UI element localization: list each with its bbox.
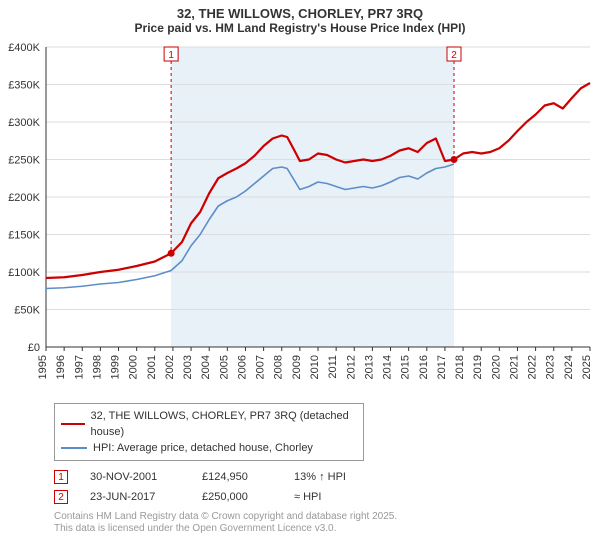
y-tick-label: £0 [28, 342, 40, 354]
legend-item-price-paid: 32, THE WILLOWS, CHORLEY, PR7 3RQ (detac… [61, 408, 357, 440]
x-tick-label: 2018 [454, 355, 466, 379]
x-tick-label: 2007 [255, 355, 267, 379]
y-tick-label: £300K [8, 117, 40, 129]
x-tick-label: 2015 [400, 355, 412, 379]
x-tick-label: 2022 [527, 355, 539, 379]
sale-hpi: ≈ HPI [294, 491, 384, 503]
chart-title: 32, THE WILLOWS, CHORLEY, PR7 3RQ [0, 6, 600, 21]
sale-marker-icon: 1 [54, 470, 68, 484]
sale-date: 30-NOV-2001 [90, 471, 180, 483]
x-tick-label: 2019 [472, 355, 484, 379]
x-tick-label: 2006 [236, 355, 248, 379]
x-tick-label: 2023 [545, 355, 557, 379]
x-tick-label: 2025 [581, 355, 593, 379]
marker-number: 1 [168, 50, 174, 61]
legend: 32, THE WILLOWS, CHORLEY, PR7 3RQ (detac… [54, 403, 364, 461]
legend-label: 32, THE WILLOWS, CHORLEY, PR7 3RQ (detac… [91, 408, 358, 440]
legend-swatch-icon [61, 423, 85, 426]
line-chart: £0 £50K £100K £150K £200K £250K £300K £350K £400… [0, 37, 600, 397]
y-tick-label: £250K [8, 155, 40, 167]
y-tick-label: £200K [8, 192, 40, 204]
x-tick-label: 2021 [508, 355, 520, 379]
y-tick-label: £150K [8, 230, 40, 242]
copyright-line: Contains HM Land Registry data © Crown c… [54, 511, 592, 523]
x-tick-label: 2014 [382, 355, 394, 379]
x-tick-label: 2002 [164, 355, 176, 379]
marker-dot-icon [168, 250, 175, 257]
chart-subtitle: Price paid vs. HM Land Registry's House … [0, 21, 600, 35]
legend-item-hpi: HPI: Average price, detached house, Chor… [61, 440, 357, 456]
sale-date: 23-JUN-2017 [90, 491, 180, 503]
x-tick-label: 2009 [291, 355, 303, 379]
legend-swatch-icon [61, 447, 87, 449]
sale-price: £124,950 [202, 471, 272, 483]
x-tick-label: 1995 [37, 355, 49, 379]
y-tick-label: £350K [8, 80, 40, 92]
x-tick-label: 2024 [563, 355, 575, 379]
sale-row: 1 30-NOV-2001 £124,950 13% ↑ HPI [54, 467, 592, 487]
x-tick-label: 1998 [91, 355, 103, 379]
copyright-line: This data is licensed under the Open Gov… [54, 523, 592, 535]
sale-table: 1 30-NOV-2001 £124,950 13% ↑ HPI 2 23-JU… [54, 467, 592, 507]
y-tick-label: £50K [14, 305, 40, 317]
x-tick-label: 1999 [110, 355, 122, 379]
marker-dot-icon [451, 156, 458, 163]
sale-marker-icon: 2 [54, 490, 68, 504]
x-tick-label: 2008 [273, 355, 285, 379]
x-tick-label: 1997 [73, 355, 85, 379]
legend-label: HPI: Average price, detached house, Chor… [93, 440, 313, 456]
x-tick-label: 2001 [146, 355, 158, 379]
x-tick-label: 2005 [218, 355, 230, 379]
x-tick-label: 2004 [200, 355, 212, 379]
x-tick-label: 1996 [55, 355, 67, 379]
y-tick-label: £400K [8, 42, 40, 54]
sale-price: £250,000 [202, 491, 272, 503]
x-tick-label: 2020 [490, 355, 502, 379]
sale-hpi: 13% ↑ HPI [294, 471, 384, 483]
x-tick-label: 2000 [128, 355, 140, 379]
sale-row: 2 23-JUN-2017 £250,000 ≈ HPI [54, 487, 592, 507]
copyright: Contains HM Land Registry data © Crown c… [54, 511, 592, 535]
x-tick-label: 2003 [182, 355, 194, 379]
marker-number: 2 [451, 50, 457, 61]
x-tick-label: 2012 [345, 355, 357, 379]
y-tick-label: £100K [8, 267, 40, 279]
x-tick-label: 2011 [327, 355, 339, 379]
x-tick-label: 2010 [309, 355, 321, 379]
x-tick-label: 2017 [436, 355, 448, 379]
x-tick-label: 2013 [363, 355, 375, 379]
x-tick-label: 2016 [418, 355, 430, 379]
